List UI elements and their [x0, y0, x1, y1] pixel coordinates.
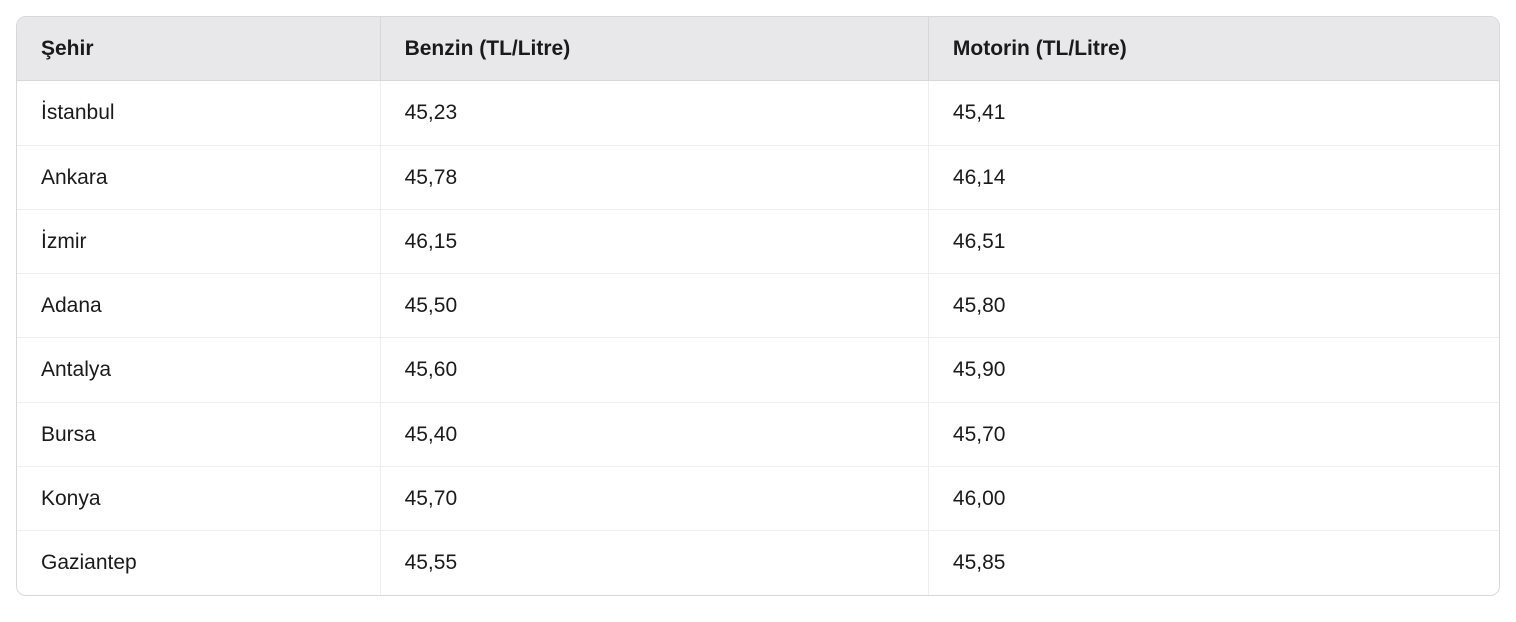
- cell-benzin: 45,40: [380, 402, 928, 466]
- cell-city: Antalya: [17, 338, 380, 402]
- cell-motorin: 46,51: [928, 209, 1499, 273]
- col-header-city: Şehir: [17, 17, 380, 81]
- cell-city: İzmir: [17, 209, 380, 273]
- cell-city: Gaziantep: [17, 531, 380, 595]
- table: Şehir Benzin (TL/Litre) Motorin (TL/Litr…: [17, 17, 1499, 595]
- cell-city: Adana: [17, 274, 380, 338]
- cell-benzin: 45,50: [380, 274, 928, 338]
- cell-benzin: 45,23: [380, 81, 928, 145]
- cell-motorin: 45,90: [928, 338, 1499, 402]
- fuel-price-table: Şehir Benzin (TL/Litre) Motorin (TL/Litr…: [16, 16, 1500, 596]
- table-row: Bursa 45,40 45,70: [17, 402, 1499, 466]
- cell-city: Konya: [17, 467, 380, 531]
- cell-city: Ankara: [17, 145, 380, 209]
- cell-motorin: 45,70: [928, 402, 1499, 466]
- table-row: İstanbul 45,23 45,41: [17, 81, 1499, 145]
- table-row: İzmir 46,15 46,51: [17, 209, 1499, 273]
- cell-benzin: 45,70: [380, 467, 928, 531]
- cell-benzin: 45,60: [380, 338, 928, 402]
- cell-motorin: 45,85: [928, 531, 1499, 595]
- table-row: Konya 45,70 46,00: [17, 467, 1499, 531]
- col-header-benzin: Benzin (TL/Litre): [380, 17, 928, 81]
- cell-motorin: 45,80: [928, 274, 1499, 338]
- table-row: Adana 45,50 45,80: [17, 274, 1499, 338]
- cell-benzin: 46,15: [380, 209, 928, 273]
- table-row: Antalya 45,60 45,90: [17, 338, 1499, 402]
- cell-motorin: 46,14: [928, 145, 1499, 209]
- cell-benzin: 45,55: [380, 531, 928, 595]
- cell-city: Bursa: [17, 402, 380, 466]
- table-header-row: Şehir Benzin (TL/Litre) Motorin (TL/Litr…: [17, 17, 1499, 81]
- table-row: Ankara 45,78 46,14: [17, 145, 1499, 209]
- cell-city: İstanbul: [17, 81, 380, 145]
- table-row: Gaziantep 45,55 45,85: [17, 531, 1499, 595]
- cell-benzin: 45,78: [380, 145, 928, 209]
- cell-motorin: 46,00: [928, 467, 1499, 531]
- cell-motorin: 45,41: [928, 81, 1499, 145]
- col-header-motorin: Motorin (TL/Litre): [928, 17, 1499, 81]
